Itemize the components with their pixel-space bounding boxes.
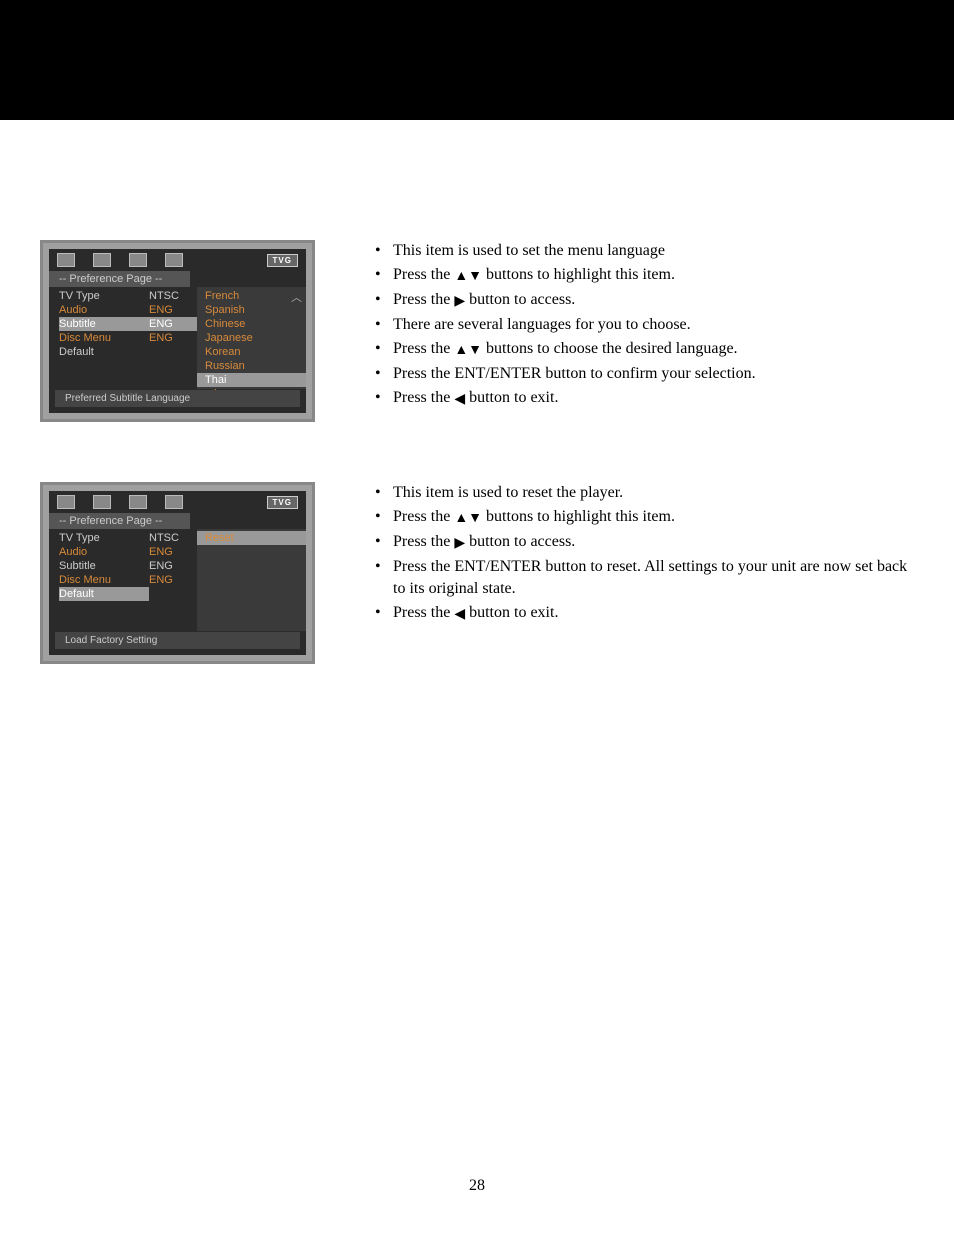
osd-opt-4: Korean: [205, 345, 306, 359]
osd-row-audio: Audio: [59, 303, 149, 317]
osd-footer: Preferred Subtitle Language: [55, 390, 300, 407]
osd-footer: Load Factory Setting: [55, 632, 300, 649]
osd-tabbar: TVG: [49, 249, 306, 271]
scroll-up-icon: ︿: [291, 289, 302, 305]
osd-opt-2: Chinese: [205, 317, 306, 331]
osd-tab-icon-2: [93, 253, 111, 267]
osd-row-default: Default: [59, 587, 149, 601]
osd-val-audio: ENG: [149, 303, 197, 317]
osd-row-subtitle: Subtitle: [59, 317, 149, 331]
osd-tab-tvg: TVG: [267, 496, 298, 509]
osd-opt-5: Russian: [205, 359, 306, 373]
instructions-list-2: This item is used to reset the player.Pr…: [345, 482, 914, 664]
osd-tab-icon-4: [165, 495, 183, 509]
osd-tabbar: TVG: [49, 491, 306, 513]
section-subtitle-language: TVG -- Preference Page -- TV Type Audio …: [40, 240, 914, 422]
instruction-item: This item is used to set the menu langua…: [375, 240, 914, 262]
page-number: 28: [0, 1177, 954, 1195]
osd-opt-6: Thai: [197, 373, 306, 387]
instructions-list-1: This item is used to set the menu langua…: [345, 240, 914, 422]
osd-row-tvtype: TV Type: [59, 531, 149, 545]
osd-settings-labels: TV Type Audio Subtitle Disc Menu Default: [49, 529, 149, 631]
osd-row-tvtype: TV Type: [59, 289, 149, 303]
instruction-item: This item is used to reset the player.: [375, 482, 914, 504]
osd-tab-icon-1: [57, 495, 75, 509]
osd-tab-icon-3: [129, 495, 147, 509]
osd-settings-values: NTSC ENG ENG ENG: [149, 287, 197, 389]
osd-row-audio: Audio: [59, 545, 149, 559]
osd-val-subtitle: ENG: [149, 559, 197, 573]
instruction-item: There are several languages for you to c…: [375, 314, 914, 336]
osd-settings-labels: TV Type Audio Subtitle Disc Menu Default: [49, 287, 149, 389]
osd-tab-icon-3: [129, 253, 147, 267]
osd-tab-icon-4: [165, 253, 183, 267]
osd-val-discmenu: ENG: [149, 573, 197, 587]
osd-options-list: ︿ French Spanish Chinese Japanese Korean…: [197, 287, 306, 389]
osd-row-discmenu: Disc Menu: [59, 573, 149, 587]
osd-settings-values: NTSC ENG ENG ENG: [149, 529, 197, 631]
osd-screenshot-1: TVG -- Preference Page -- TV Type Audio …: [40, 240, 315, 422]
section-default-reset: TVG -- Preference Page -- TV Type Audio …: [40, 482, 914, 664]
osd-row-discmenu: Disc Menu: [59, 331, 149, 345]
osd-row-subtitle: Subtitle: [59, 559, 149, 573]
osd-val-subtitle: ENG: [149, 317, 197, 331]
instruction-item: Press the ▲▼ buttons to highlight this i…: [375, 264, 914, 287]
instruction-item: Press the ◀ button to exit.: [375, 602, 914, 625]
osd-tab-icon-2: [93, 495, 111, 509]
osd-row-default: Default: [59, 345, 149, 359]
osd-val-discmenu: ENG: [149, 331, 197, 345]
osd-tab-icon-1: [57, 253, 75, 267]
osd-opt-1: Spanish: [205, 303, 306, 317]
page-content: TVG -- Preference Page -- TV Type Audio …: [0, 120, 954, 664]
instruction-item: Press the ▶ button to access.: [375, 531, 914, 554]
osd-val-tvtype: NTSC: [149, 289, 197, 303]
osd-page-title: -- Preference Page --: [49, 513, 190, 529]
instruction-item: Press the ENT/ENTER button to reset. All…: [375, 556, 914, 601]
instruction-item: Press the ENT/ENTER button to confirm yo…: [375, 363, 914, 385]
osd-val-audio: ENG: [149, 545, 197, 559]
instruction-item: Press the ▲▼ buttons to highlight this i…: [375, 506, 914, 529]
instruction-item: Press the ▲▼ buttons to choose the desir…: [375, 338, 914, 361]
osd-tab-tvg: TVG: [267, 254, 298, 267]
osd-val-tvtype: NTSC: [149, 531, 197, 545]
osd-options-list: Reset: [197, 529, 306, 631]
header-banner: [0, 0, 954, 120]
osd-opt-3: Japanese: [205, 331, 306, 345]
instruction-item: Press the ▶ button to access.: [375, 289, 914, 312]
instruction-item: Press the ◀ button to exit.: [375, 387, 914, 410]
osd-page-title: -- Preference Page --: [49, 271, 190, 287]
osd-screenshot-2: TVG -- Preference Page -- TV Type Audio …: [40, 482, 315, 664]
osd-opt-4: Reset: [197, 531, 306, 545]
